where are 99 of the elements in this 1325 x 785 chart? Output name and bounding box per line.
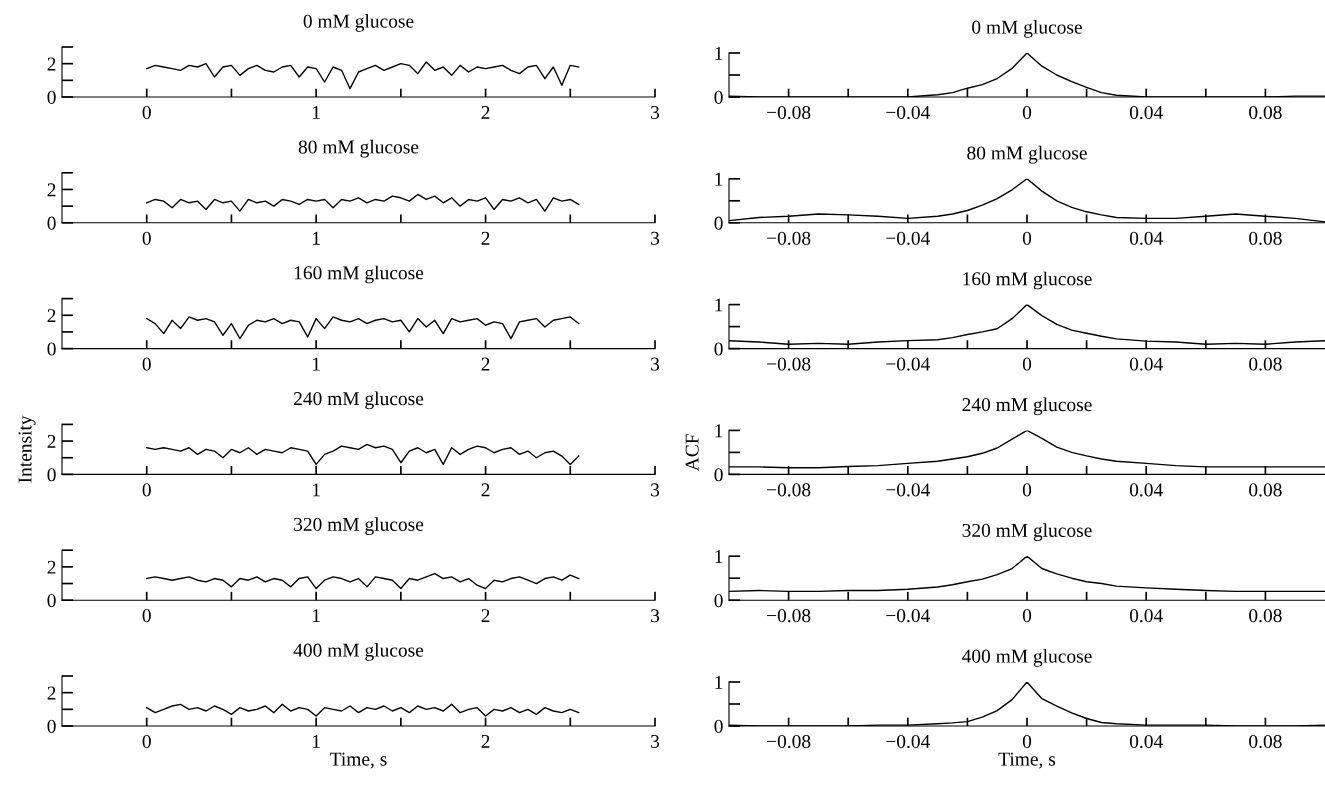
x-tick-label: 0.04 [1129, 357, 1163, 371]
x-tick-label: 0 [142, 609, 151, 623]
x-tick-label: 2 [481, 734, 490, 748]
x-tick-label: 0.04 [1129, 483, 1163, 497]
x-tick-label: 1 [312, 609, 320, 623]
x-tick-label: −0.08 [767, 483, 811, 497]
chart-title: 80 mM glucose [298, 139, 419, 158]
y-tick-label: 0 [714, 342, 723, 356]
x-tick-label: 1 [312, 357, 320, 371]
x-tick-label: 0 [142, 734, 151, 749]
x-tick-label: 2 [481, 357, 490, 371]
chart-title: 160 mM glucose [963, 271, 1092, 290]
chart-title: 400 mM glucose [293, 643, 424, 661]
x-tick-label: 3 [651, 734, 660, 749]
x-tick-label: 3 [651, 483, 660, 497]
chart-title: 400 mM glucose [962, 649, 1092, 667]
y-tick-label: 1 [715, 298, 723, 312]
y-tick-label: 0 [714, 719, 723, 733]
x-tick-label: 3 [651, 105, 660, 120]
x-tick-label: −0.04 [886, 357, 930, 371]
x-tick-label: −0.08 [767, 609, 811, 623]
y-tick-label: 2 [47, 434, 56, 448]
chart-title: 0 mM glucose [972, 20, 1082, 38]
x-tick-label: 0 [1022, 734, 1032, 749]
x-tick-label: −0.04 [886, 231, 930, 245]
y-tick-label: 2 [47, 57, 56, 71]
x-tick-label: 3 [651, 609, 660, 623]
y-tick-label: 0 [47, 719, 56, 733]
line-series [729, 304, 1325, 345]
chart-title: 0 mM glucose [303, 14, 414, 32]
chart-title: 80 mM glucose [967, 145, 1087, 164]
x-tick-label: 0 [142, 483, 151, 497]
y-tick-label: 2 [47, 309, 56, 323]
x-tick-label: 3 [651, 357, 660, 371]
x-tick-label: 2 [481, 609, 490, 623]
x-tick-label: 0.08 [1249, 105, 1282, 120]
chart-title: 320 mM glucose [962, 523, 1092, 541]
x-tick-label: −0.08 [767, 105, 811, 120]
x-tick-label: 0.08 [1249, 231, 1282, 245]
y-tick-label: 1 [715, 424, 723, 438]
y-tick-label: 1 [715, 550, 723, 563]
y-axis-title: ACF [685, 434, 699, 472]
y-tick-label: 0 [714, 594, 723, 608]
y-tick-label: 0 [714, 468, 723, 482]
x-tick-label: 2 [481, 483, 490, 497]
x-tick-label: −0.04 [886, 609, 930, 623]
chart-title: 160 mM glucose [294, 265, 424, 284]
x-tick-label: 0 [142, 357, 151, 371]
x-tick-label: 0 [1022, 609, 1032, 623]
x-tick-label: −0.08 [767, 231, 811, 245]
chart-title: 240 mM glucose [294, 391, 424, 410]
x-axis-title: Time, s [998, 752, 1056, 769]
x-tick-label: 0 [1022, 231, 1032, 245]
x-tick-label: 0 [1022, 483, 1032, 497]
y-tick-label: 0 [47, 90, 56, 104]
y-tick-label: 0 [47, 468, 56, 482]
x-tick-label: 0 [142, 231, 151, 245]
x-tick-label: −0.04 [886, 483, 930, 497]
x-tick-label: 0.08 [1249, 734, 1282, 749]
y-tick-label: 1 [715, 46, 723, 60]
x-tick-label: −0.04 [886, 734, 930, 749]
x-tick-label: 0.08 [1249, 357, 1282, 371]
x-tick-label: 1 [312, 231, 320, 245]
x-tick-label: −0.08 [767, 357, 811, 371]
y-tick-label: 1 [715, 172, 723, 186]
y-tick-label: 0 [714, 216, 723, 230]
x-tick-label: 3 [651, 231, 660, 245]
x-tick-label: 0 [1022, 357, 1032, 371]
y-axis-title: Intensity [18, 415, 36, 483]
y-tick-label: 2 [47, 183, 56, 197]
y-tick-label: 0 [714, 90, 723, 104]
y-tick-label: 1 [715, 675, 723, 689]
x-tick-label: 0 [1022, 105, 1032, 120]
x-tick-label: 0 [142, 105, 151, 120]
x-tick-label: 1 [312, 483, 320, 497]
x-tick-label: 1 [312, 105, 320, 119]
x-tick-label: 0.08 [1249, 483, 1282, 497]
y-tick-label: 0 [47, 216, 56, 230]
chart-title: 240 mM glucose [962, 397, 1092, 416]
x-tick-label: −0.04 [886, 105, 930, 120]
y-tick-label: 0 [47, 594, 56, 608]
x-tick-label: 0.04 [1129, 231, 1163, 245]
x-tick-label: 0.04 [1129, 609, 1163, 623]
y-tick-label: 2 [47, 560, 56, 574]
y-tick-label: 2 [47, 686, 56, 700]
line-series [146, 572, 580, 590]
x-tick-label: 1 [312, 734, 320, 748]
x-tick-label: 0.04 [1129, 105, 1163, 120]
x-tick-label: 0.04 [1129, 734, 1163, 749]
x-tick-label: 0.08 [1249, 609, 1282, 623]
x-tick-label: 2 [481, 105, 490, 119]
y-tick-label: 0 [47, 342, 56, 356]
line-series [146, 316, 580, 340]
chart-title: 320 mM glucose [294, 517, 424, 535]
x-axis-title: Time, s [330, 752, 387, 769]
line-series [146, 193, 580, 212]
line-series [146, 61, 580, 90]
x-tick-label: 2 [481, 231, 490, 245]
x-tick-label: −0.08 [767, 734, 811, 749]
